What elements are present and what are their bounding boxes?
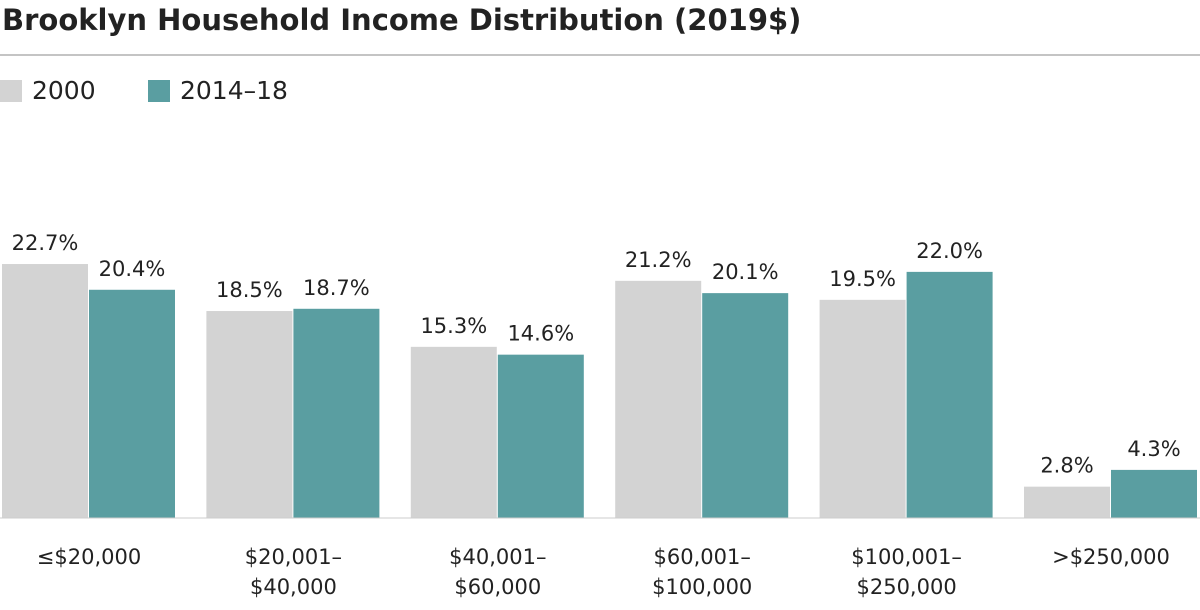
x-tick-label: >$250,000 [1052, 545, 1170, 569]
bar [1111, 469, 1197, 518]
legend-label: 2014–18 [180, 76, 288, 105]
x-tick-label: $20,001– [245, 545, 342, 569]
x-tick-label: $100,000 [652, 575, 752, 599]
x-tick-label: $40,000 [250, 575, 337, 599]
bar [89, 289, 175, 518]
value-label: 20.4% [99, 257, 166, 281]
value-label: 20.1% [712, 260, 779, 284]
legend-swatch [148, 80, 170, 102]
value-label: 14.6% [507, 322, 574, 346]
value-label: 15.3% [420, 314, 487, 338]
bar [293, 308, 380, 518]
value-label: 21.2% [625, 248, 692, 272]
x-tick-label: $40,001– [449, 545, 546, 569]
x-tick-label: $250,000 [856, 575, 956, 599]
value-label: 2.8% [1040, 454, 1093, 478]
value-label: 19.5% [829, 267, 896, 291]
x-tick-label: $100,001– [851, 545, 962, 569]
bar [1024, 486, 1110, 518]
bar [497, 354, 584, 518]
value-label: 22.7% [12, 231, 79, 255]
value-label: 22.0% [916, 239, 983, 263]
value-label: 18.7% [303, 276, 370, 300]
x-tick-label: $60,001– [654, 545, 751, 569]
bar [702, 293, 789, 518]
legend-label: 2000 [32, 76, 96, 105]
bar [819, 299, 906, 518]
x-tick-label: $60,000 [454, 575, 541, 599]
bar [2, 264, 88, 518]
bar [906, 271, 993, 518]
x-tick-label: ≤$20,000 [37, 545, 141, 569]
value-label: 4.3% [1127, 437, 1180, 461]
bar [206, 311, 293, 518]
legend-swatch [0, 80, 22, 102]
value-label: 18.5% [216, 278, 283, 302]
bar [410, 346, 497, 518]
bar [615, 280, 702, 518]
chart-title: Brooklyn Household Income Distribution (… [2, 3, 801, 37]
